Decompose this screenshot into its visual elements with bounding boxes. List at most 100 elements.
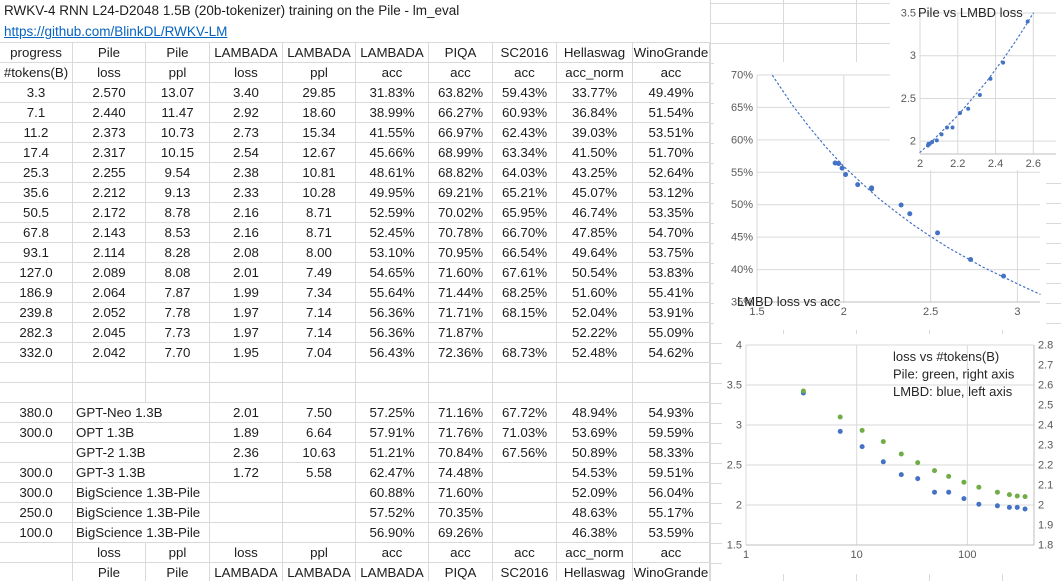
cell[interactable]: 71.44% bbox=[429, 283, 493, 303]
cell[interactable]: 71.16% bbox=[429, 403, 493, 423]
model-name-cell[interactable]: BigScience 1.3B-Pile bbox=[73, 503, 210, 523]
cell[interactable]: 52.48% bbox=[557, 343, 633, 363]
cell[interactable]: 8.71 bbox=[283, 223, 356, 243]
cell[interactable]: 46.74% bbox=[557, 203, 633, 223]
cell[interactable]: 11.2 bbox=[0, 123, 73, 143]
cell[interactable]: 50.5 bbox=[0, 203, 73, 223]
cell[interactable]: 2.042 bbox=[73, 343, 146, 363]
cell[interactable]: 52.64% bbox=[633, 163, 710, 183]
cell[interactable]: 33.77% bbox=[557, 83, 633, 103]
cell[interactable]: 2.01 bbox=[210, 403, 283, 423]
cell[interactable]: 7.49 bbox=[283, 263, 356, 283]
cell[interactable]: 8.08 bbox=[146, 263, 210, 283]
cell[interactable]: 68.99% bbox=[429, 143, 493, 163]
footer-cell[interactable]: loss bbox=[73, 543, 146, 563]
cell[interactable]: 54.53% bbox=[557, 463, 633, 483]
cell[interactable]: 51.21% bbox=[356, 443, 429, 463]
cell[interactable]: 68.15% bbox=[493, 303, 557, 323]
cell[interactable]: 25.3 bbox=[0, 163, 73, 183]
cell[interactable]: 1.97 bbox=[210, 303, 283, 323]
footer-cell[interactable]: acc bbox=[429, 543, 493, 563]
footer-cell[interactable]: Hellaswag bbox=[557, 563, 633, 581]
cell[interactable]: 7.34 bbox=[283, 283, 356, 303]
cell[interactable]: 2.064 bbox=[73, 283, 146, 303]
footer-cell[interactable]: acc bbox=[493, 543, 557, 563]
cell[interactable]: 1.89 bbox=[210, 423, 283, 443]
cell[interactable]: 67.8 bbox=[0, 223, 73, 243]
cell[interactable]: 55.17% bbox=[633, 503, 710, 523]
cell[interactable]: 100.0 bbox=[0, 523, 73, 543]
cell[interactable]: 380.0 bbox=[0, 403, 73, 423]
cell[interactable] bbox=[283, 523, 356, 543]
cell[interactable]: 63.34% bbox=[493, 143, 557, 163]
header-cell[interactable]: acc bbox=[633, 63, 710, 83]
cell[interactable]: 8.28 bbox=[146, 243, 210, 263]
empty-cell[interactable] bbox=[633, 383, 710, 403]
header-cell[interactable]: acc bbox=[429, 63, 493, 83]
cell[interactable]: 68.73% bbox=[493, 343, 557, 363]
cell[interactable]: 47.85% bbox=[557, 223, 633, 243]
cell[interactable]: 7.78 bbox=[146, 303, 210, 323]
cell[interactable]: 300.0 bbox=[0, 463, 73, 483]
cell[interactable]: 2.16 bbox=[210, 203, 283, 223]
cell[interactable]: 8.00 bbox=[283, 243, 356, 263]
cell[interactable]: 53.59% bbox=[633, 523, 710, 543]
cell[interactable]: 2.089 bbox=[73, 263, 146, 283]
model-name-cell[interactable]: GPT-2 1.3B bbox=[73, 443, 210, 463]
cell[interactable]: 71.03% bbox=[493, 423, 557, 443]
cell[interactable]: 71.71% bbox=[429, 303, 493, 323]
cell[interactable]: 66.27% bbox=[429, 103, 493, 123]
empty-cell[interactable] bbox=[210, 363, 283, 383]
cell[interactable]: 282.3 bbox=[0, 323, 73, 343]
empty-cell[interactable] bbox=[429, 363, 493, 383]
cell[interactable]: 46.38% bbox=[557, 523, 633, 543]
cell[interactable]: 9.54 bbox=[146, 163, 210, 183]
header-cell[interactable]: loss bbox=[210, 63, 283, 83]
cell[interactable]: 8.78 bbox=[146, 203, 210, 223]
cell[interactable]: 7.1 bbox=[0, 103, 73, 123]
cell[interactable]: 45.07% bbox=[557, 183, 633, 203]
cell[interactable]: 7.50 bbox=[283, 403, 356, 423]
footer-cell[interactable]: acc_norm bbox=[557, 543, 633, 563]
footer-cell[interactable]: loss bbox=[210, 543, 283, 563]
footer-cell[interactable]: LAMBADA bbox=[356, 563, 429, 581]
cell[interactable]: 10.81 bbox=[283, 163, 356, 183]
cell[interactable]: 2.212 bbox=[73, 183, 146, 203]
cell[interactable]: 66.54% bbox=[493, 243, 557, 263]
model-name-cell[interactable]: GPT-3 1.3B bbox=[73, 463, 210, 483]
footer-cell[interactable] bbox=[0, 543, 73, 563]
cell[interactable] bbox=[493, 463, 557, 483]
cell[interactable]: 67.72% bbox=[493, 403, 557, 423]
cell[interactable]: 63.82% bbox=[429, 83, 493, 103]
cell[interactable]: 66.97% bbox=[429, 123, 493, 143]
cell[interactable]: 57.91% bbox=[356, 423, 429, 443]
header-cell[interactable]: LAMBADA bbox=[356, 43, 429, 63]
cell[interactable] bbox=[493, 323, 557, 343]
cell[interactable]: 65.95% bbox=[493, 203, 557, 223]
cell[interactable]: 62.47% bbox=[356, 463, 429, 483]
cell[interactable]: 2.045 bbox=[73, 323, 146, 343]
cell[interactable] bbox=[210, 483, 283, 503]
cell[interactable]: 12.67 bbox=[283, 143, 356, 163]
footer-cell[interactable]: ppl bbox=[283, 543, 356, 563]
empty-cell[interactable] bbox=[210, 383, 283, 403]
cell[interactable]: 71.60% bbox=[429, 263, 493, 283]
cell[interactable]: 2.570 bbox=[73, 83, 146, 103]
cell[interactable]: 50.89% bbox=[557, 443, 633, 463]
cell[interactable]: 93.1 bbox=[0, 243, 73, 263]
cell[interactable]: 11.47 bbox=[146, 103, 210, 123]
cell[interactable]: 2.36 bbox=[210, 443, 283, 463]
repo-link[interactable]: https://github.com/BlinkDL/RWKV-LM bbox=[4, 24, 228, 39]
cell[interactable]: 68.82% bbox=[429, 163, 493, 183]
cell[interactable]: 69.21% bbox=[429, 183, 493, 203]
cell[interactable]: 54.62% bbox=[633, 343, 710, 363]
footer-cell[interactable]: acc bbox=[356, 543, 429, 563]
empty-cell[interactable] bbox=[557, 383, 633, 403]
empty-cell[interactable] bbox=[356, 363, 429, 383]
cell[interactable]: 53.91% bbox=[633, 303, 710, 323]
cell[interactable]: 332.0 bbox=[0, 343, 73, 363]
cell[interactable]: 2.08 bbox=[210, 243, 283, 263]
cell[interactable]: 300.0 bbox=[0, 483, 73, 503]
cell[interactable]: 7.73 bbox=[146, 323, 210, 343]
cell[interactable]: 52.59% bbox=[356, 203, 429, 223]
